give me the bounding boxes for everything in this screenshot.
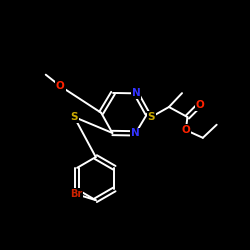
Text: N: N [131, 128, 140, 138]
Text: N: N [132, 88, 140, 98]
Text: O: O [182, 125, 190, 135]
Text: S: S [148, 112, 155, 122]
Text: S: S [70, 112, 78, 122]
Text: Br: Br [70, 189, 82, 199]
Text: O: O [195, 100, 204, 110]
Text: O: O [56, 81, 65, 91]
